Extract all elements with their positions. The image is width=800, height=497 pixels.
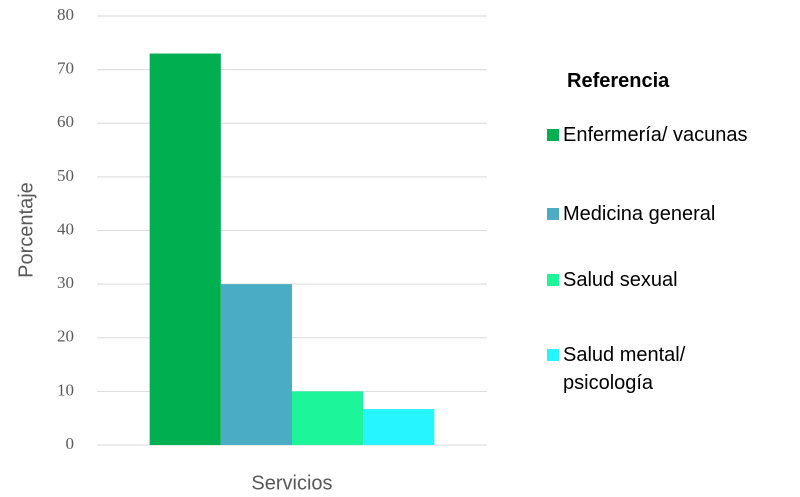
legend-swatch [547,274,559,286]
y-tick-label: 50 [57,166,74,185]
legend-title: Referencia [567,70,670,92]
legend-label: Salud mental/ psicología [563,344,686,394]
y-tick-label: 0 [66,434,75,453]
y-axis-label: Porcentaje [15,182,37,278]
legend-entry: Medicina general [547,200,800,228]
x-axis-label: Servicios [251,472,332,494]
legend-swatch [547,129,559,141]
bar [149,53,221,445]
legend-label: Salud sexual [563,269,678,291]
bar [363,409,435,445]
y-tick-label: 40 [57,219,74,238]
y-tick-label: 70 [57,59,74,78]
legend-swatch [547,208,559,220]
legend-swatch [547,349,559,361]
y-tick-label: 10 [57,380,74,399]
y-tick-label: 60 [57,112,74,131]
legend-label: Medicina general [563,203,716,225]
legend-label: Enfermería/ vacunas [563,124,748,146]
legend-entry: Salud sexual [547,266,800,294]
legend-entry: Salud mental/ psicología [547,341,727,397]
legend-entry: Enfermería/ vacunas [547,121,800,149]
bar [292,391,364,445]
bar [220,284,292,445]
y-tick-label: 20 [57,327,74,346]
y-tick-label: 30 [57,273,74,292]
y-tick-label: 80 [57,5,74,24]
